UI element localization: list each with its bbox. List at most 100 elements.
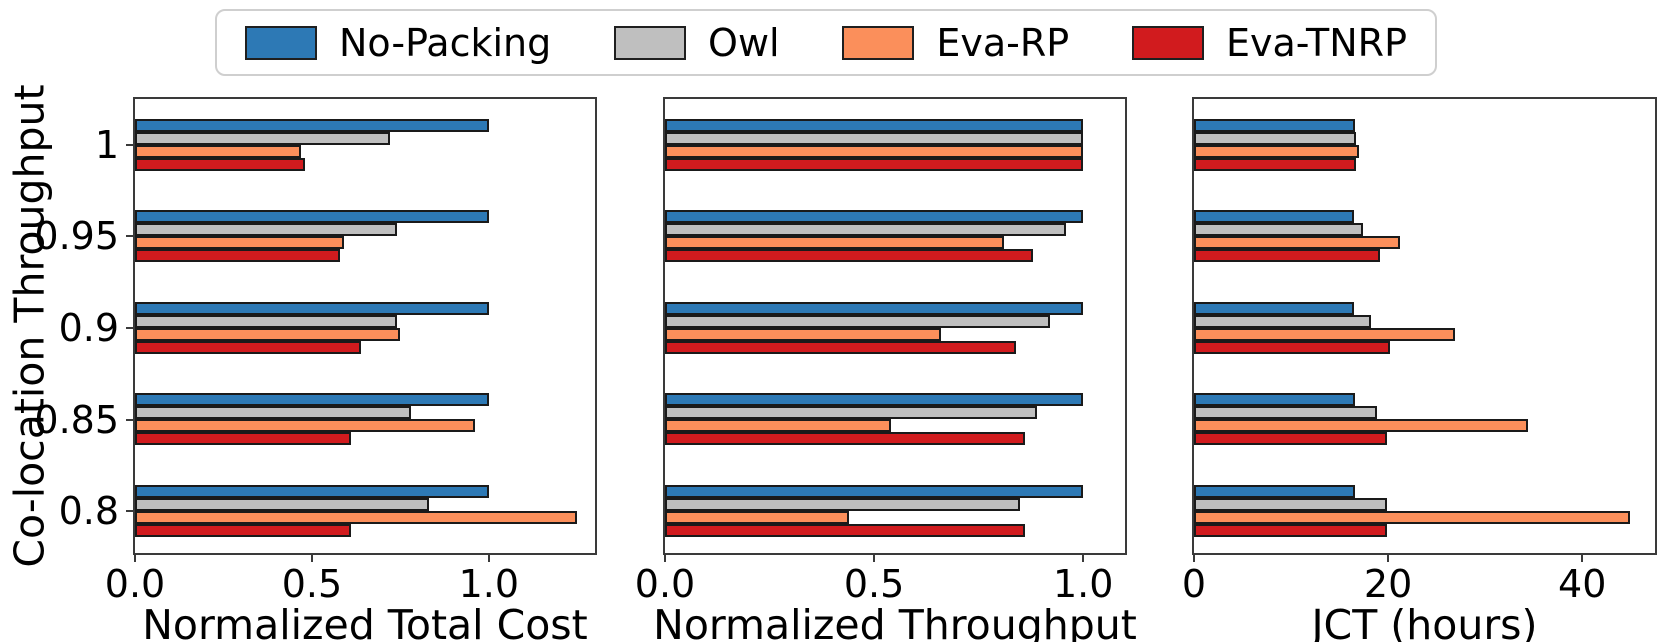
bar-eva-rp-cat-1 — [135, 144, 302, 158]
bar-eva-rp-cat-1 — [1194, 144, 1359, 158]
legend-label: Owl — [708, 20, 780, 65]
x-tick-label: 0.0 — [634, 562, 696, 606]
bar-no-packing-cat-0.9 — [665, 301, 1084, 315]
bar-eva-rp-cat-0.95 — [1194, 236, 1400, 250]
bar-owl-cat-0.8 — [665, 497, 1021, 511]
legend-item-no-packing: No-Packing — [245, 24, 551, 62]
bar-eva-rp-cat-0.9 — [665, 327, 941, 341]
x-tick-mark — [1387, 553, 1390, 562]
bar-eva-tnrp-cat-0.95 — [135, 249, 341, 263]
x-tick-label: 1.0 — [1052, 562, 1114, 606]
bar-no-packing-cat-0.85 — [1194, 393, 1356, 407]
bar-owl-cat-0.95 — [1194, 223, 1363, 237]
legend-swatch-icon — [614, 25, 687, 60]
bar-eva-rp-cat-0.9 — [135, 327, 401, 341]
x-tick-label: 0 — [1181, 562, 1207, 606]
bar-eva-rp-cat-1 — [665, 144, 1084, 158]
x-tick-label: 1.0 — [458, 562, 520, 606]
bar-no-packing-cat-0.85 — [135, 393, 489, 407]
legend-swatch-icon — [245, 25, 317, 60]
bar-owl-cat-1 — [135, 131, 390, 145]
axis-panel-2: 0.0 0.5 1.0 Normalized Throughput — [635, 97, 1137, 642]
bar-no-packing-cat-1 — [665, 118, 1084, 132]
y-tick-label: 0.95 — [34, 214, 119, 259]
legend-label: Eva-TNRP — [1226, 20, 1407, 65]
bar-owl-cat-0.85 — [135, 406, 411, 420]
axis-panel-1: 0.0 0.5 1.0 Normalized Total Cost 1 0.95 0.9 0.… — [34, 97, 597, 642]
x-tick-label: 20 — [1363, 562, 1413, 606]
y-tick-label: 1 — [94, 122, 119, 167]
legend-item-eva-rp: Eva-RP — [842, 24, 1069, 62]
bar-eva-tnrp-cat-0.95 — [1194, 249, 1381, 263]
bar-owl-cat-0.95 — [665, 223, 1067, 237]
bar-eva-rp-cat-0.85 — [665, 419, 891, 433]
bar-owl-cat-0.9 — [665, 314, 1050, 328]
y-axis-label: Co-location Throughput — [5, 84, 54, 568]
bar-eva-tnrp-cat-0.95 — [665, 249, 1033, 263]
bar-eva-rp-cat-0.95 — [665, 236, 1004, 250]
legend-label: Eva-RP — [936, 20, 1070, 65]
bar-owl-cat-0.9 — [1194, 314, 1371, 328]
x-tick-mark — [310, 553, 313, 562]
bar-eva-tnrp-cat-0.9 — [135, 340, 362, 354]
x-tick-mark — [134, 553, 136, 562]
bar-owl-cat-0.85 — [1194, 406, 1378, 420]
x-tick-mark — [487, 553, 490, 562]
bar-eva-tnrp-cat-0.8 — [1194, 523, 1388, 537]
bar-owl-cat-1 — [1194, 131, 1357, 145]
bar-no-packing-cat-0.9 — [135, 301, 489, 315]
x-tick-label: 0.0 — [104, 562, 166, 606]
bar-eva-tnrp-cat-0.85 — [135, 432, 351, 446]
bar-eva-tnrp-cat-0.9 — [665, 340, 1017, 354]
y-tick-label: 0.8 — [58, 489, 119, 534]
bar-no-packing-cat-0.8 — [665, 484, 1084, 498]
y-tick-mark — [126, 143, 135, 146]
legend-swatch-icon — [1132, 25, 1205, 60]
bar-eva-rp-cat-0.8 — [135, 510, 578, 524]
bar-no-packing-cat-0.85 — [665, 393, 1084, 407]
x-tick-mark — [1581, 553, 1584, 562]
x-tick-mark — [1193, 553, 1195, 562]
x-tick-label: 0.5 — [281, 562, 343, 606]
x-tick-label: 0.5 — [843, 562, 905, 606]
bar-no-packing-cat-0.95 — [135, 210, 489, 224]
bar-eva-tnrp-cat-1 — [135, 157, 305, 171]
bar-eva-tnrp-cat-0.8 — [135, 523, 351, 537]
bar-no-packing-cat-1 — [135, 118, 489, 132]
x-axis-label: JCT (hours) — [1311, 601, 1538, 642]
bar-owl-cat-0.85 — [665, 406, 1038, 420]
x-tick-mark — [664, 553, 666, 562]
legend-item-eva-tnrp: Eva-TNRP — [1132, 24, 1407, 62]
bar-owl-cat-0.8 — [1194, 497, 1388, 511]
bar-eva-tnrp-cat-1 — [1194, 157, 1357, 171]
bar-no-packing-cat-0.95 — [665, 210, 1084, 224]
legend-swatch-icon — [842, 25, 915, 60]
bar-no-packing-cat-0.8 — [135, 484, 489, 498]
bar-eva-rp-cat-0.8 — [1194, 510, 1630, 524]
x-axis-label: Normalized Total Cost — [142, 601, 588, 642]
bar-eva-rp-cat-0.85 — [1194, 419, 1528, 433]
y-tick-mark — [126, 235, 135, 238]
bar-eva-rp-cat-0.85 — [135, 419, 475, 433]
bar-eva-tnrp-cat-0.8 — [665, 523, 1025, 537]
y-tick-mark — [126, 327, 135, 329]
y-tick-mark — [126, 418, 135, 421]
y-tick-label: 0.9 — [58, 306, 119, 350]
bar-eva-tnrp-cat-0.85 — [665, 432, 1025, 446]
bar-no-packing-cat-0.95 — [1194, 210, 1355, 224]
y-tick-label: 0.85 — [34, 397, 119, 442]
bar-owl-cat-0.95 — [135, 223, 397, 237]
legend: No-Packing Owl Eva-RP Eva-TNRP — [215, 9, 1437, 76]
bar-no-packing-cat-1 — [1194, 118, 1356, 132]
bar-eva-rp-cat-0.8 — [665, 510, 849, 524]
y-tick-mark — [126, 510, 135, 513]
bar-eva-tnrp-cat-1 — [665, 157, 1084, 171]
x-axis-label: Normalized Throughput — [653, 601, 1137, 642]
axis-panel-3: 0 20 40 JCT (hours) — [1182, 97, 1657, 642]
bar-eva-rp-cat-0.95 — [135, 236, 344, 250]
bar-eva-rp-cat-0.9 — [1194, 327, 1456, 341]
bar-eva-tnrp-cat-0.9 — [1194, 340, 1391, 354]
x-tick-label: 40 — [1558, 562, 1607, 606]
legend-item-owl: Owl — [614, 24, 780, 62]
